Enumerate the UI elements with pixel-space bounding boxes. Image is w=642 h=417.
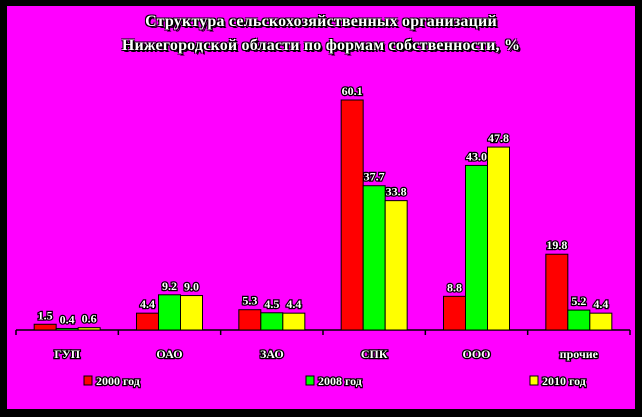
chart-title-line-1: Структура сельскохозяйственных организац…	[145, 13, 497, 30]
bar-СПК-2010 год	[384, 200, 408, 331]
bar-ООО-2000 год	[443, 295, 466, 331]
bar-ГУП-2000 год	[33, 323, 57, 331]
bar-ОАО-2010 год	[180, 295, 203, 331]
data-label: 1.5	[38, 308, 53, 322]
x-tick-label: прочие	[560, 347, 599, 361]
bar-ООО-2008 год	[465, 164, 488, 331]
legend-label: 2010 год	[542, 374, 586, 388]
x-tick-label: СПК	[361, 347, 388, 361]
data-label: 33.8	[386, 185, 407, 199]
legend-swatch-2000 год	[83, 375, 93, 386]
bar-ЗАО-2000 год	[238, 309, 262, 331]
bar-ГУП-2008 год	[55, 327, 79, 331]
bar-прочие-2008 год	[567, 309, 591, 331]
bar-СПК-2000 год	[340, 99, 364, 331]
bar-СПК-2008 год	[362, 185, 386, 331]
x-tick-label: ОАО	[156, 347, 182, 361]
chart-title-line-2: Нижегородской области по формам собствен…	[121, 37, 521, 54]
data-label: 9.2	[162, 279, 177, 293]
data-label: 47.8	[488, 131, 509, 145]
data-label: 19.8	[546, 238, 567, 252]
legend-label: 2008 год	[318, 374, 362, 388]
legend-swatch-2008 год	[305, 375, 315, 386]
data-label: 8.8	[447, 280, 462, 294]
x-tick-label: ООО	[462, 347, 490, 361]
chart-area	[6, 5, 636, 410]
data-label: 5.3	[242, 294, 257, 308]
data-label: 4.4	[140, 297, 155, 311]
x-tick-label: ГУП	[54, 347, 80, 361]
data-label: 4.5	[264, 297, 279, 311]
bar-прочие-2000 год	[545, 253, 569, 331]
bar-ЗАО-2008 год	[260, 312, 284, 331]
data-label: 60.1	[342, 84, 363, 98]
data-label: 0.6	[82, 312, 97, 326]
bar-ГУП-2010 год	[77, 327, 101, 331]
bar-ОАО-2008 год	[158, 294, 181, 331]
data-label: 4.4	[286, 297, 301, 311]
data-label: 43.0	[466, 149, 487, 163]
data-label: 0.4	[60, 312, 75, 326]
data-label: 4.4	[593, 297, 608, 311]
bar-ОАО-2000 год	[136, 312, 159, 331]
legend-swatch-2010 год	[529, 375, 539, 386]
data-label: 37.7	[364, 170, 385, 184]
bar-ЗАО-2010 год	[282, 312, 306, 331]
bar-ООО-2010 год	[487, 146, 510, 331]
bar-прочие-2010 год	[589, 312, 613, 331]
data-label: 5.2	[571, 294, 586, 308]
data-label: 9.0	[184, 280, 199, 294]
legend-label: 2000 год	[96, 374, 140, 388]
x-tick-label: ЗАО	[260, 347, 284, 361]
